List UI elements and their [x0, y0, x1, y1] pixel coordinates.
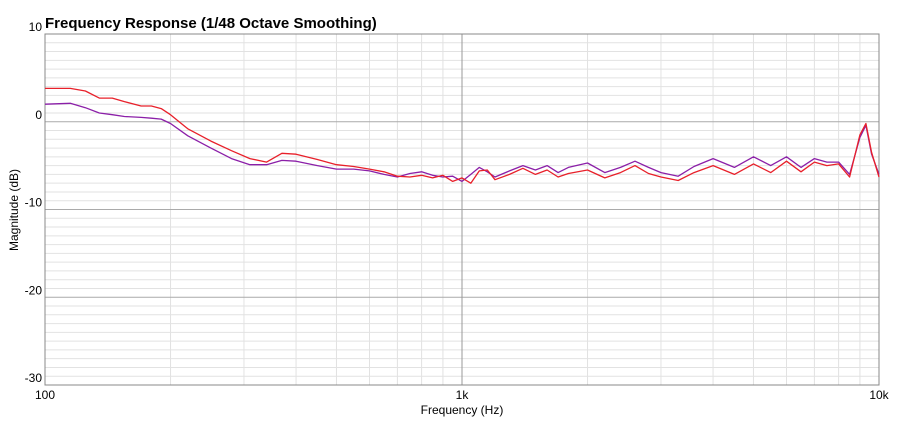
y-tick-label: 0 [35, 108, 42, 122]
x-tick-label: 100 [35, 388, 55, 402]
series-line [45, 87, 880, 184]
x-tick-label: 10k [869, 388, 889, 402]
y-tick-label: -10 [25, 196, 43, 210]
y-tick-label: -20 [25, 283, 43, 297]
y-tick-label: -30 [25, 371, 43, 385]
y-axis-label: Magnitude (dB) [7, 169, 21, 251]
y-tick-label: 10 [29, 20, 43, 34]
x-tick-label: 1k [456, 388, 470, 402]
series-line [44, 102, 880, 183]
x-axis-label: Frequency (Hz) [421, 403, 504, 417]
chart-title: Frequency Response (1/48 Octave Smoothin… [45, 15, 377, 32]
plot-border [44, 33, 880, 386]
